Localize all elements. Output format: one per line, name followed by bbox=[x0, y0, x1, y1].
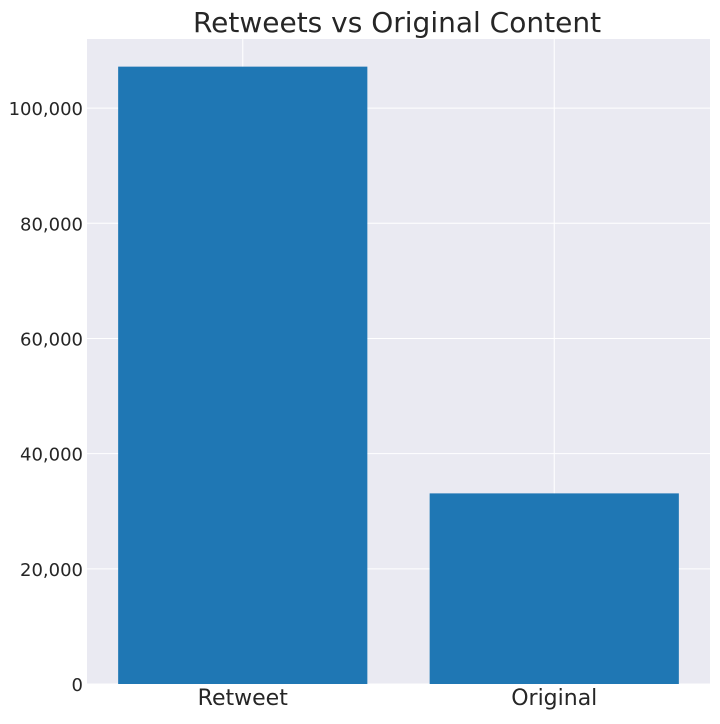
y-tick-label: 0 bbox=[72, 675, 83, 696]
bar-original bbox=[429, 493, 679, 684]
bar-retweet bbox=[118, 66, 368, 684]
y-tick-label: 100,000 bbox=[9, 99, 83, 120]
chart-title: Retweets vs Original Content bbox=[193, 6, 601, 39]
y-tick-label: 60,000 bbox=[20, 329, 83, 350]
y-tick-label: 40,000 bbox=[20, 445, 83, 466]
x-tick-label: Retweet bbox=[198, 686, 289, 711]
y-tick-label: 20,000 bbox=[20, 560, 83, 581]
x-tick-label: Original bbox=[511, 686, 597, 711]
y-tick-label: 80,000 bbox=[20, 214, 83, 235]
